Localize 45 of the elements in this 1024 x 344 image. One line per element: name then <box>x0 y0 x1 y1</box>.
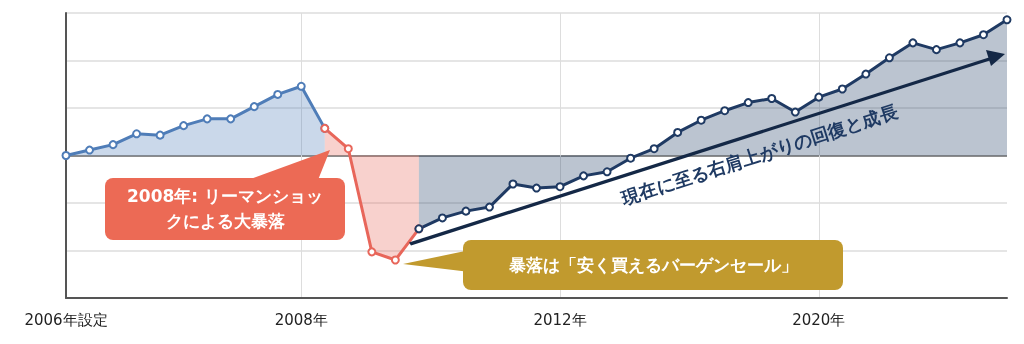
annotation: 2008年: リーマンショックによる大暴落 <box>126 185 324 233</box>
point <box>108 140 118 150</box>
point <box>179 121 189 131</box>
point <box>461 206 471 216</box>
point <box>814 92 824 102</box>
point <box>955 38 965 48</box>
point <box>696 115 706 125</box>
point <box>555 182 565 192</box>
point <box>767 94 777 103</box>
point <box>508 179 518 189</box>
x-tick-label: 2020年 <box>792 310 846 329</box>
point <box>649 144 659 154</box>
point <box>249 102 259 112</box>
point <box>226 114 236 124</box>
point <box>579 171 589 181</box>
point <box>532 183 541 193</box>
point <box>132 129 142 139</box>
point <box>602 167 612 177</box>
x-tick-label: 2008年 <box>274 310 328 329</box>
annotation: 現在に至る右肩上がりの回復と成長 <box>618 100 900 209</box>
point <box>437 213 447 223</box>
point <box>296 81 306 91</box>
point <box>931 45 941 55</box>
point <box>861 69 871 79</box>
point <box>720 106 730 116</box>
point <box>273 89 283 99</box>
point <box>155 130 165 140</box>
point <box>743 98 753 108</box>
point <box>626 153 636 163</box>
point <box>1002 15 1012 25</box>
point <box>484 202 494 212</box>
point <box>908 38 918 48</box>
x-tick-label: 2012年 <box>533 310 587 329</box>
point <box>673 127 683 137</box>
point <box>202 114 212 124</box>
x-tick-label: 2006年設定 <box>24 310 108 329</box>
point <box>343 144 353 154</box>
point <box>884 53 894 63</box>
point <box>390 255 400 265</box>
point <box>837 84 847 94</box>
point <box>978 30 988 40</box>
point <box>367 247 377 257</box>
point <box>61 151 71 160</box>
point <box>790 107 800 117</box>
point <box>85 145 95 155</box>
